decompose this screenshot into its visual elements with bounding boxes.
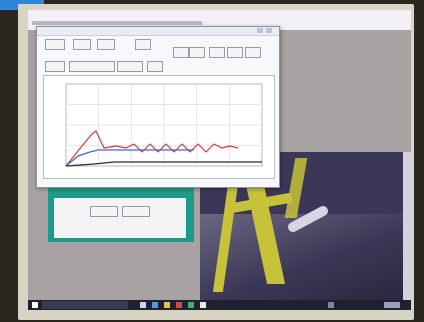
measurement-chart — [43, 75, 275, 179]
camera-view — [200, 152, 411, 302]
close-button[interactable] — [266, 28, 272, 33]
system-clock — [384, 302, 400, 308]
status-panel-inner — [54, 198, 186, 238]
toolbar-button-4[interactable] — [135, 39, 151, 50]
chart-series-line-1 — [65, 130, 239, 167]
taskbar-icon-4[interactable] — [176, 302, 182, 308]
yellow-frame-post-3 — [284, 158, 308, 218]
toolbar-button-2[interactable] — [73, 39, 91, 50]
toolbar-button-3[interactable] — [97, 39, 115, 50]
input-field-5[interactable] — [245, 47, 261, 58]
input-field-4[interactable] — [227, 47, 243, 58]
status-button-1[interactable] — [90, 206, 118, 217]
input-field-1[interactable] — [173, 47, 189, 58]
action-button-1[interactable] — [45, 61, 65, 72]
taskbar-icon-6[interactable] — [200, 302, 206, 308]
minimize-button[interactable] — [257, 28, 263, 33]
taskbar-search-box[interactable] — [42, 301, 128, 309]
toolbar-button-1[interactable] — [45, 39, 65, 50]
camera-floor — [200, 214, 411, 302]
window-titlebar[interactable] — [37, 27, 279, 36]
chart-series-line-3 — [65, 161, 262, 167]
taskbar-icon-2[interactable] — [152, 302, 158, 308]
monitor-screen — [28, 10, 411, 310]
input-field-2[interactable] — [189, 47, 205, 58]
background-app-titlebar — [28, 10, 411, 30]
status-button-2[interactable] — [122, 206, 150, 217]
system-tray[interactable] — [328, 302, 334, 308]
input-field-3[interactable] — [209, 47, 225, 58]
action-button-2[interactable] — [69, 61, 115, 72]
camera-view-scrollbar[interactable] — [403, 152, 411, 302]
taskbar-icon-3[interactable] — [164, 302, 170, 308]
measurement-window — [36, 26, 280, 188]
taskbar-icon-5[interactable] — [188, 302, 194, 308]
chart-series-line-2 — [65, 149, 194, 167]
taskbar — [28, 300, 411, 310]
chart-svg — [65, 83, 263, 167]
action-button-4[interactable] — [147, 61, 163, 72]
action-button-3[interactable] — [117, 61, 143, 72]
windows-start-icon[interactable] — [32, 302, 38, 308]
background-app-menubar[interactable] — [32, 21, 202, 25]
taskbar-icon-1[interactable] — [140, 302, 146, 308]
